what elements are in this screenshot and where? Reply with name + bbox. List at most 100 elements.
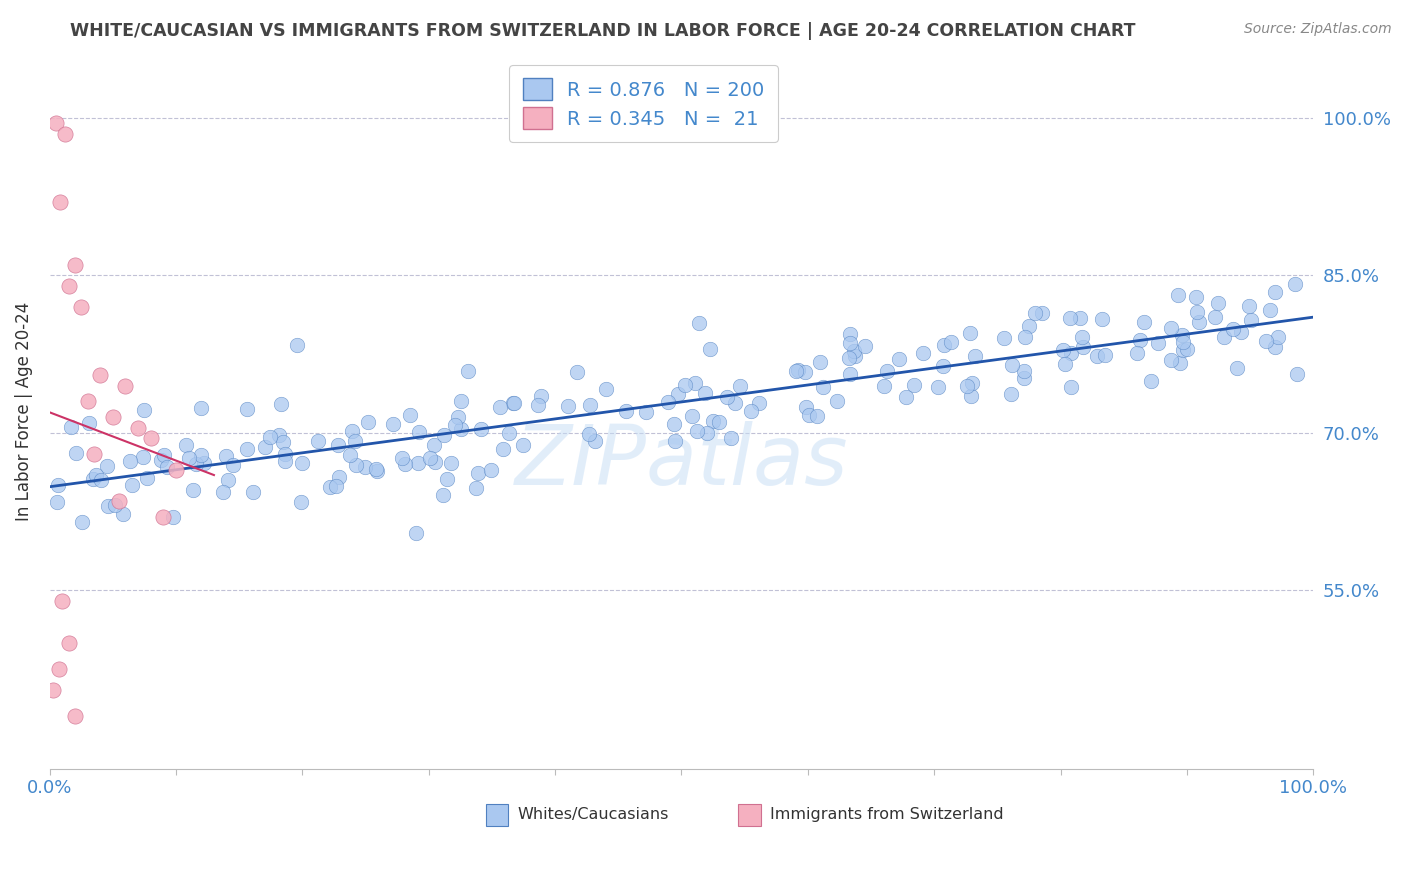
Point bbox=[787, 363, 810, 377]
Point bbox=[152, 448, 174, 462]
Point bbox=[1024, 306, 1046, 320]
Point bbox=[688, 316, 710, 330]
Point bbox=[394, 457, 416, 471]
Point bbox=[724, 396, 747, 410]
Point bbox=[1133, 315, 1156, 329]
Point bbox=[1177, 342, 1199, 356]
Point bbox=[1014, 330, 1036, 344]
Point bbox=[432, 488, 454, 502]
Point bbox=[498, 426, 520, 441]
Point bbox=[419, 450, 441, 465]
Point bbox=[1001, 358, 1024, 372]
Point bbox=[423, 437, 446, 451]
Point bbox=[136, 471, 159, 485]
Point bbox=[470, 422, 492, 436]
Point bbox=[270, 397, 292, 411]
Point bbox=[127, 420, 149, 434]
Point bbox=[70, 300, 93, 314]
Point bbox=[960, 388, 983, 402]
Point bbox=[1166, 288, 1188, 302]
Point bbox=[53, 127, 76, 141]
Point bbox=[853, 338, 876, 352]
Point bbox=[838, 351, 860, 365]
Point bbox=[70, 515, 93, 529]
Point bbox=[959, 326, 981, 340]
Point bbox=[657, 395, 679, 409]
Point bbox=[730, 378, 752, 392]
Point bbox=[150, 452, 173, 467]
Point bbox=[748, 396, 770, 410]
Point bbox=[444, 418, 467, 433]
Point bbox=[934, 338, 956, 352]
Point bbox=[45, 495, 67, 509]
Point bbox=[177, 450, 200, 465]
Point bbox=[1160, 321, 1182, 335]
Point bbox=[927, 380, 949, 394]
Point bbox=[785, 364, 807, 378]
Point bbox=[662, 417, 685, 431]
Point bbox=[502, 396, 524, 410]
Point bbox=[1237, 299, 1260, 313]
Point bbox=[364, 462, 387, 476]
Point bbox=[720, 432, 742, 446]
Point bbox=[59, 419, 82, 434]
Point bbox=[939, 335, 962, 350]
Point bbox=[1012, 371, 1035, 385]
Point bbox=[89, 368, 111, 383]
Point bbox=[1173, 343, 1195, 358]
Point bbox=[215, 449, 238, 463]
Point bbox=[673, 378, 696, 392]
Point bbox=[82, 472, 104, 486]
Point bbox=[1204, 310, 1226, 324]
Y-axis label: In Labor Force | Age 20-24: In Labor Force | Age 20-24 bbox=[15, 302, 32, 522]
Point bbox=[740, 403, 762, 417]
Point bbox=[162, 509, 184, 524]
Point bbox=[344, 458, 367, 473]
Point bbox=[876, 364, 898, 378]
Point bbox=[1060, 346, 1083, 360]
Point bbox=[686, 424, 709, 438]
Point bbox=[398, 408, 420, 422]
Point bbox=[794, 401, 817, 415]
Point bbox=[1031, 306, 1053, 320]
Point bbox=[696, 426, 718, 441]
Point bbox=[903, 378, 925, 392]
Point bbox=[139, 431, 162, 445]
Point bbox=[42, 682, 65, 697]
Point bbox=[285, 338, 308, 352]
Point bbox=[326, 438, 349, 452]
Point bbox=[406, 456, 429, 470]
Point bbox=[1206, 295, 1229, 310]
Point bbox=[527, 398, 550, 412]
Point bbox=[503, 396, 526, 410]
Point bbox=[794, 365, 817, 379]
Point bbox=[79, 417, 101, 431]
Text: WHITE/CAUCASIAN VS IMMIGRANTS FROM SWITZERLAND IN LABOR FORCE | AGE 20-24 CORREL: WHITE/CAUCASIAN VS IMMIGRANTS FROM SWITZ… bbox=[70, 22, 1136, 40]
Point bbox=[45, 116, 67, 130]
Point bbox=[112, 507, 135, 521]
Point bbox=[636, 405, 658, 419]
Point bbox=[97, 500, 120, 514]
Point bbox=[325, 479, 347, 493]
Point bbox=[76, 394, 98, 409]
Point bbox=[932, 359, 955, 374]
Point bbox=[512, 438, 534, 452]
Point bbox=[156, 459, 179, 474]
Point bbox=[1267, 330, 1289, 344]
Point bbox=[491, 442, 513, 457]
Point bbox=[842, 343, 865, 358]
Point bbox=[1254, 334, 1277, 349]
Point bbox=[1000, 386, 1022, 401]
Point bbox=[956, 378, 979, 392]
Point bbox=[530, 388, 553, 402]
Point bbox=[63, 709, 86, 723]
Point bbox=[1264, 285, 1286, 299]
Point bbox=[827, 394, 849, 409]
Point bbox=[695, 385, 717, 400]
Point bbox=[51, 593, 73, 607]
Point bbox=[1054, 357, 1077, 371]
Point bbox=[132, 450, 155, 465]
Point bbox=[479, 463, 502, 477]
Point bbox=[1285, 367, 1308, 381]
Point bbox=[193, 456, 215, 470]
